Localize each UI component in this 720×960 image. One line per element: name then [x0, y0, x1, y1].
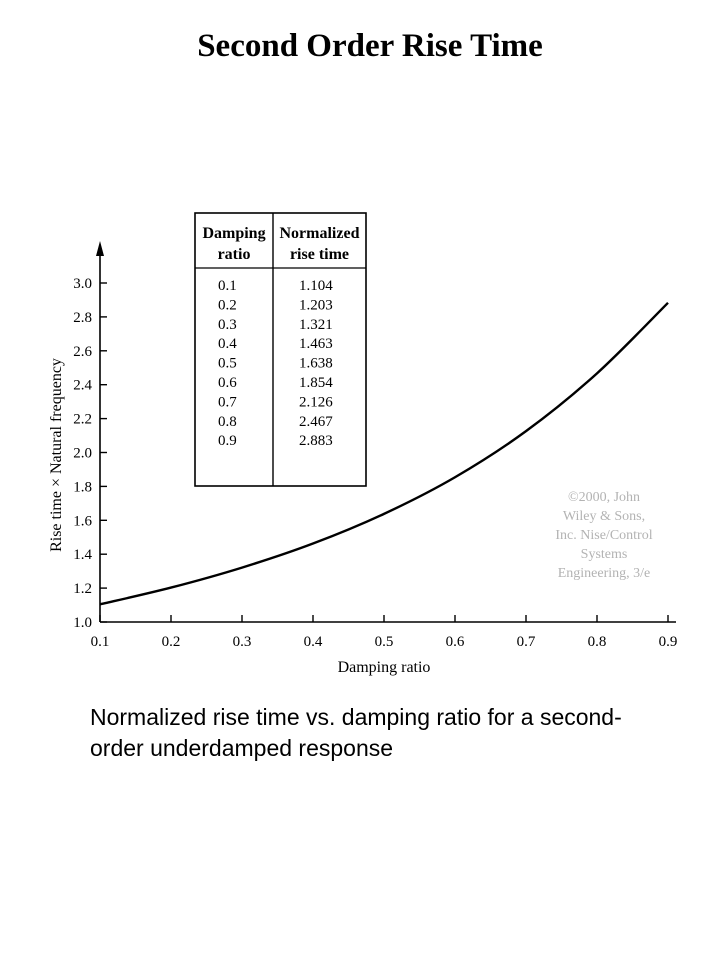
y-tick-label: 1.2: [73, 581, 92, 597]
y-tick-label: 2.0: [73, 446, 92, 462]
x-tick-label: 0.4: [304, 634, 323, 650]
y-tick-label: 1.8: [73, 479, 92, 495]
table-cell-risetime: 1.203: [299, 297, 333, 313]
table-cell-risetime: 2.467: [299, 414, 333, 430]
rise-time-chart: 0.1 0.2 0.3 0.4 0.5 0.6 0.7 0.8 0.9 1.0 1.2 1.4 1.6 1…: [48, 212, 678, 676]
y-tick-label: 2.8: [73, 310, 92, 326]
copyright-line: Systems: [581, 547, 628, 562]
table-cell-damping: 0.8: [218, 414, 237, 430]
table-header-damping-line2: ratio: [218, 246, 251, 263]
table-cell-damping: 0.6: [218, 375, 237, 391]
table-cell-damping: 0.1: [218, 278, 237, 294]
y-tick-label: 1.6: [73, 513, 92, 529]
table-cell-risetime: 2.883: [299, 433, 333, 449]
y-tick-label: 1.0: [73, 615, 92, 631]
table-cell-damping: 0.7: [218, 394, 237, 410]
table-header-risetime-line1: Normalized: [280, 225, 360, 242]
table-cell-damping: 0.5: [218, 356, 237, 372]
x-tick-label: 0.6: [446, 634, 465, 650]
table-header-risetime-line2: rise time: [290, 246, 349, 263]
table-cell-damping: 0.9: [218, 433, 237, 449]
series-line: [99, 301, 669, 606]
x-tick-label: 0.3: [233, 634, 252, 650]
x-tick-label: 0.9: [659, 634, 678, 650]
copyright-line: ©2000, John: [568, 490, 640, 505]
y-axis-arrow: [96, 241, 104, 256]
copyright-line: Wiley & Sons,: [563, 509, 645, 524]
data-table-border: [194, 212, 367, 487]
table-cell-risetime: 1.463: [299, 336, 333, 352]
y-axis-label: Rise time × Natural frequency: [48, 358, 65, 552]
table-cell-damping: 0.4: [218, 336, 237, 352]
table-cell-risetime: 1.321: [299, 317, 333, 333]
y-tick-label: 2.6: [73, 344, 92, 360]
copyright-line: Engineering, 3/e: [558, 566, 651, 581]
figure-caption: Normalized rise time vs. damping ratio f…: [90, 704, 622, 761]
table-cell-damping: 0.3: [218, 317, 237, 333]
y-tick-label: 1.4: [73, 547, 92, 563]
x-tick-label: 0.1: [91, 634, 110, 650]
y-tick-label: 2.2: [73, 412, 92, 428]
x-tick-label: 0.8: [588, 634, 607, 650]
table-cell-damping: 0.2: [218, 297, 237, 313]
y-tick-label: 2.4: [73, 378, 92, 394]
y-tick-label: 3.0: [73, 276, 92, 292]
x-tick-label: 0.7: [517, 634, 536, 650]
copyright-line: Inc. Nise/Control: [555, 528, 652, 543]
x-tick-label: 0.5: [375, 634, 394, 650]
table-header-damping-line1: Damping: [202, 225, 265, 242]
copyright-watermark: ©2000, John Wiley & Sons, Inc. Nise/Contro…: [555, 490, 652, 581]
table-cell-risetime: 1.104: [299, 278, 333, 294]
x-tick-label: 0.2: [162, 634, 181, 650]
x-axis-label: Damping ratio: [338, 659, 431, 676]
table-cell-risetime: 2.126: [299, 394, 333, 410]
table-cell-risetime: 1.638: [299, 356, 333, 372]
page-title: Second Order Rise Time: [197, 28, 543, 64]
table-cell-risetime: 1.854: [299, 375, 333, 391]
